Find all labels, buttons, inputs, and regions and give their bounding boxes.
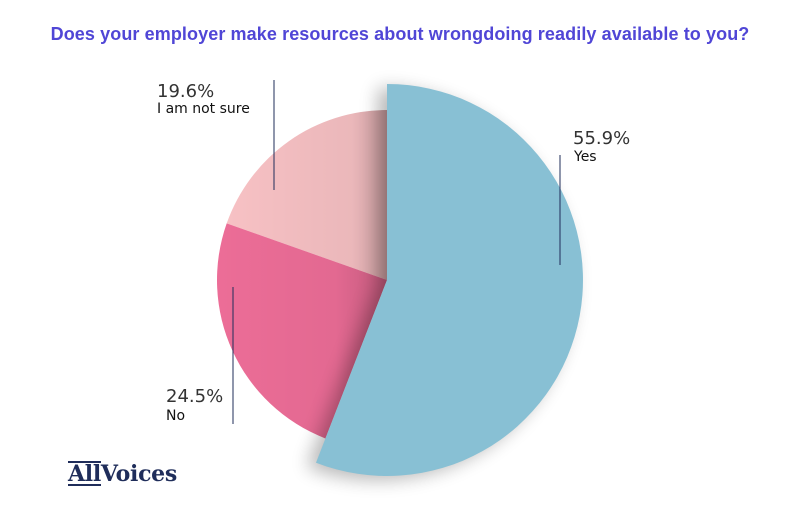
value-label-i-am-not-sure: 19.6% (157, 81, 214, 102)
logo-text-voices: Voices (100, 461, 177, 487)
chart-title: Does your employer make resources about … (50, 24, 750, 44)
value-label-no: 24.5% (166, 386, 223, 407)
category-label-i-am-not-sure: I am not sure (157, 101, 250, 117)
category-label-no: No (166, 408, 185, 424)
allvoices-logo: AllVoices (68, 461, 177, 487)
category-label-yes: Yes (573, 149, 597, 165)
value-label-yes: 55.9% (573, 128, 630, 149)
pie-slice-shade-i-am-not-sure (226, 110, 387, 280)
logo-text-all: All (68, 461, 101, 487)
pie-slice-yes (315, 84, 583, 476)
